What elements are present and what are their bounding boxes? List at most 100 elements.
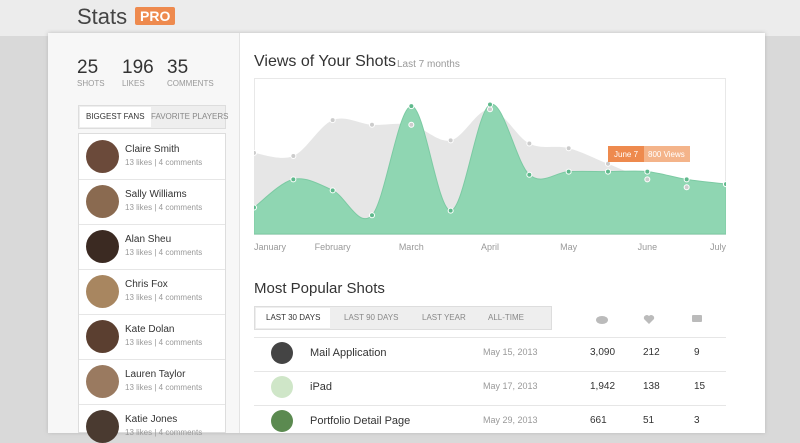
point	[369, 121, 375, 128]
shot-thumb	[271, 410, 293, 432]
cell[interactable]: iPad	[310, 381, 333, 393]
pro-badge: PRO	[135, 7, 176, 25]
chart: January February March April May June July June…	[254, 78, 726, 252]
cell[interactable]: Mail Application	[310, 347, 387, 359]
point	[605, 160, 611, 167]
fan-name[interactable]: Lauren Taylor	[125, 369, 186, 380]
fan-tab[interactable]: BIGGEST FANS	[80, 107, 151, 127]
point	[683, 176, 690, 183]
cell: May 29, 2013	[483, 415, 538, 425]
point	[369, 212, 375, 219]
cell: 138	[643, 381, 660, 392]
stat-label: COMMENTS	[167, 79, 214, 88]
fan-meta: 13 likes | 4 comments	[125, 428, 203, 437]
shot-thumb	[271, 342, 293, 364]
avatar	[86, 140, 119, 173]
fan-name[interactable]: Chris Fox	[125, 279, 168, 290]
cell: 3	[694, 415, 700, 426]
row-divider	[254, 371, 726, 372]
point	[447, 137, 454, 144]
avatar	[86, 320, 119, 353]
avatar	[86, 185, 119, 218]
point	[526, 171, 533, 178]
fan-tab[interactable]: FAVORITE PLAYERS	[151, 112, 229, 121]
app-title: Stats	[77, 4, 128, 29]
stat-value: 196	[122, 57, 154, 78]
point	[408, 103, 415, 110]
fan-meta: 13 likes | 4 comments	[125, 248, 203, 257]
cell: 3,090	[590, 347, 616, 358]
avatar	[86, 365, 119, 398]
point	[254, 204, 257, 211]
views-icon	[596, 316, 608, 324]
tooltip-date-bg	[608, 146, 644, 162]
cell: 661	[590, 415, 607, 426]
x-tick-label: March	[399, 242, 424, 252]
stat-value: 35	[167, 57, 189, 78]
column-icons	[596, 315, 702, 324]
fan-divider	[79, 269, 225, 270]
tooltip-value: 800 Views	[648, 150, 685, 159]
chart-title: Views of Your Shots	[254, 53, 397, 70]
point	[644, 168, 651, 175]
section-title: Most Popular Shots	[254, 280, 385, 297]
period-tab[interactable]: LAST YEAR	[422, 313, 466, 322]
fan-meta: 13 likes | 4 comments	[125, 158, 203, 167]
fan-name[interactable]: Katie Jones	[125, 414, 178, 425]
avatar	[86, 410, 119, 443]
fan-divider	[79, 404, 225, 405]
comments-icon	[692, 315, 702, 322]
cell: May 15, 2013	[483, 347, 538, 357]
cell: 1,942	[590, 381, 616, 392]
x-tick-label: April	[481, 242, 499, 252]
point	[447, 207, 454, 214]
avatar	[86, 275, 119, 308]
shot-thumb	[271, 376, 293, 398]
point	[290, 176, 297, 183]
fan-divider	[79, 224, 225, 225]
cell: 212	[643, 347, 660, 358]
x-tick-label: June	[638, 242, 658, 252]
period-tab[interactable]: LAST 30 DAYS	[256, 308, 331, 328]
point	[644, 176, 651, 183]
row-divider	[254, 337, 726, 338]
x-tick-label: January	[254, 242, 287, 252]
row-divider	[254, 405, 726, 406]
fan-meta: 13 likes | 4 comments	[125, 293, 203, 302]
point	[408, 121, 415, 128]
fan-meta: 13 likes | 4 comments	[125, 383, 203, 392]
x-tick-label: July	[710, 242, 726, 252]
fan-divider	[79, 314, 225, 315]
cell: 51	[643, 415, 655, 426]
cell: 9	[694, 347, 700, 358]
stat-label: SHOTS	[77, 79, 105, 88]
period-tab[interactable]: LAST 90 DAYS	[344, 313, 399, 322]
fan-name[interactable]: Kate Dolan	[125, 324, 175, 335]
fan-divider	[79, 179, 225, 180]
stat-label: LIKES	[122, 79, 145, 88]
fan-name[interactable]: Claire Smith	[125, 144, 180, 155]
point	[329, 187, 336, 194]
period-tab[interactable]: ALL-TIME	[488, 313, 525, 322]
tooltip-value-bg	[644, 146, 690, 162]
point	[526, 140, 533, 147]
fan-divider	[79, 359, 225, 360]
cell: 15	[694, 381, 706, 392]
fan-name[interactable]: Sally Williams	[125, 189, 187, 200]
point	[487, 101, 493, 108]
point	[254, 149, 257, 156]
fan-name[interactable]: Alan Sheu	[125, 234, 172, 245]
cell[interactable]: Portfolio Detail Page	[310, 415, 411, 427]
point	[723, 181, 726, 188]
point	[565, 145, 572, 152]
point	[565, 168, 572, 175]
cell: May 17, 2013	[483, 381, 538, 391]
fan-meta: 13 likes | 4 comments	[125, 338, 203, 347]
likes-icon	[643, 315, 655, 324]
top-bar	[0, 0, 800, 36]
stat-value: 25	[77, 57, 99, 78]
x-tick-label: February	[315, 242, 352, 252]
chart-subtitle: Last 7 months	[397, 59, 460, 70]
tooltip-date: June 7	[614, 150, 639, 159]
